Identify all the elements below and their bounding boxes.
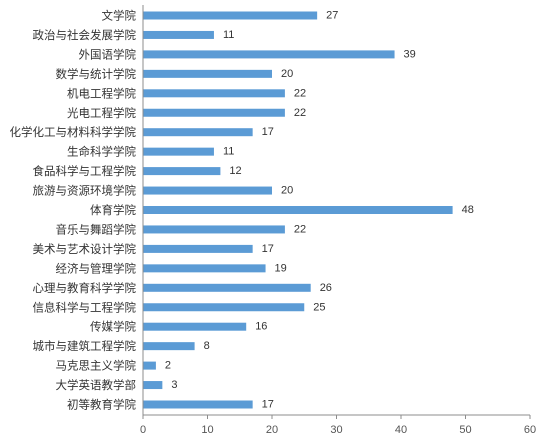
bar-18	[143, 342, 195, 351]
x-tick-label: 40	[395, 424, 407, 436]
bar-1	[143, 11, 318, 20]
value-label: 11	[223, 146, 234, 158]
bar-11	[143, 206, 453, 214]
value-label: 48	[462, 204, 474, 216]
bar-5	[143, 89, 285, 98]
value-label: 25	[313, 301, 325, 313]
category-label: 旅游与资源环境学院	[33, 184, 137, 198]
value-label: 27	[326, 10, 338, 22]
x-tick-label: 50	[459, 424, 471, 436]
value-label: 39	[404, 48, 416, 60]
bar-21	[143, 400, 253, 409]
bar-2	[143, 30, 214, 39]
x-axis-ticks: 0 10 20 30 40 50 60	[140, 415, 536, 436]
value-label: 17	[262, 243, 274, 255]
category-label: 数学与统计学院	[56, 67, 137, 81]
value-label: 19	[275, 262, 287, 274]
bar-10	[143, 186, 272, 195]
bar-15	[143, 283, 311, 292]
bar-14	[143, 264, 266, 273]
value-label: 20	[281, 68, 293, 80]
category-label: 化学化工与材料科学学院	[10, 125, 137, 139]
bar-4	[143, 69, 272, 78]
category-label: 信息科学与工程学院	[33, 300, 137, 314]
category-label: 马克思主义学院	[56, 359, 137, 373]
bar-20	[143, 381, 163, 390]
value-label: 17	[262, 399, 274, 411]
value-label: 2	[165, 360, 171, 372]
category-label: 食品科学与工程学院	[33, 164, 137, 178]
bar-16	[143, 303, 305, 312]
bar-17	[143, 322, 247, 331]
category-label: 大学英语教学部	[56, 378, 137, 392]
value-label: 17	[262, 126, 274, 138]
value-label: 3	[171, 379, 177, 391]
category-label: 心理与教育科学学院	[33, 281, 137, 295]
value-label: 12	[229, 165, 241, 177]
category-label: 传媒学院	[90, 320, 136, 334]
value-label: 22	[294, 223, 306, 235]
category-labels: 文学院政治与社会发展学院外国语学院数学与统计学院机电工程学院光电工程学院化学化工…	[10, 9, 137, 412]
category-label: 生命科学学院	[67, 145, 136, 159]
value-label: 16	[255, 321, 267, 333]
category-label: 政治与社会发展学院	[33, 28, 137, 42]
bar-12	[143, 225, 285, 234]
x-tick-label: 20	[266, 424, 278, 436]
category-label: 文学院	[102, 9, 137, 23]
value-label: 26	[320, 282, 332, 294]
bars-group	[143, 11, 453, 409]
bar-8	[143, 147, 214, 156]
x-tick-label: 30	[330, 424, 342, 436]
bar-9	[143, 167, 221, 176]
x-tick-label: 0	[140, 424, 146, 436]
value-label: 8	[204, 340, 210, 352]
category-label: 外国语学院	[79, 47, 137, 61]
value-label: 22	[294, 107, 306, 119]
value-label: 22	[294, 87, 306, 99]
value-label: 11	[223, 29, 234, 41]
x-tick-label: 10	[201, 424, 213, 436]
category-label: 机电工程学院	[67, 86, 136, 100]
category-label: 初等教育学院	[67, 398, 136, 412]
value-label: 20	[281, 185, 293, 197]
category-label: 经济与管理学院	[56, 261, 137, 275]
bar-7	[143, 128, 253, 137]
category-label: 音乐与舞蹈学院	[56, 222, 137, 236]
bar-6	[143, 108, 285, 117]
category-label: 美术与艺术设计学院	[33, 242, 137, 256]
bar-3	[143, 50, 395, 59]
bar-19	[143, 361, 156, 370]
category-label: 体育学院	[90, 203, 136, 217]
category-label: 城市与建筑工程学院	[33, 339, 137, 353]
bar-13	[143, 244, 253, 253]
x-tick-label: 60	[524, 424, 536, 436]
category-label: 光电工程学院	[67, 106, 136, 120]
